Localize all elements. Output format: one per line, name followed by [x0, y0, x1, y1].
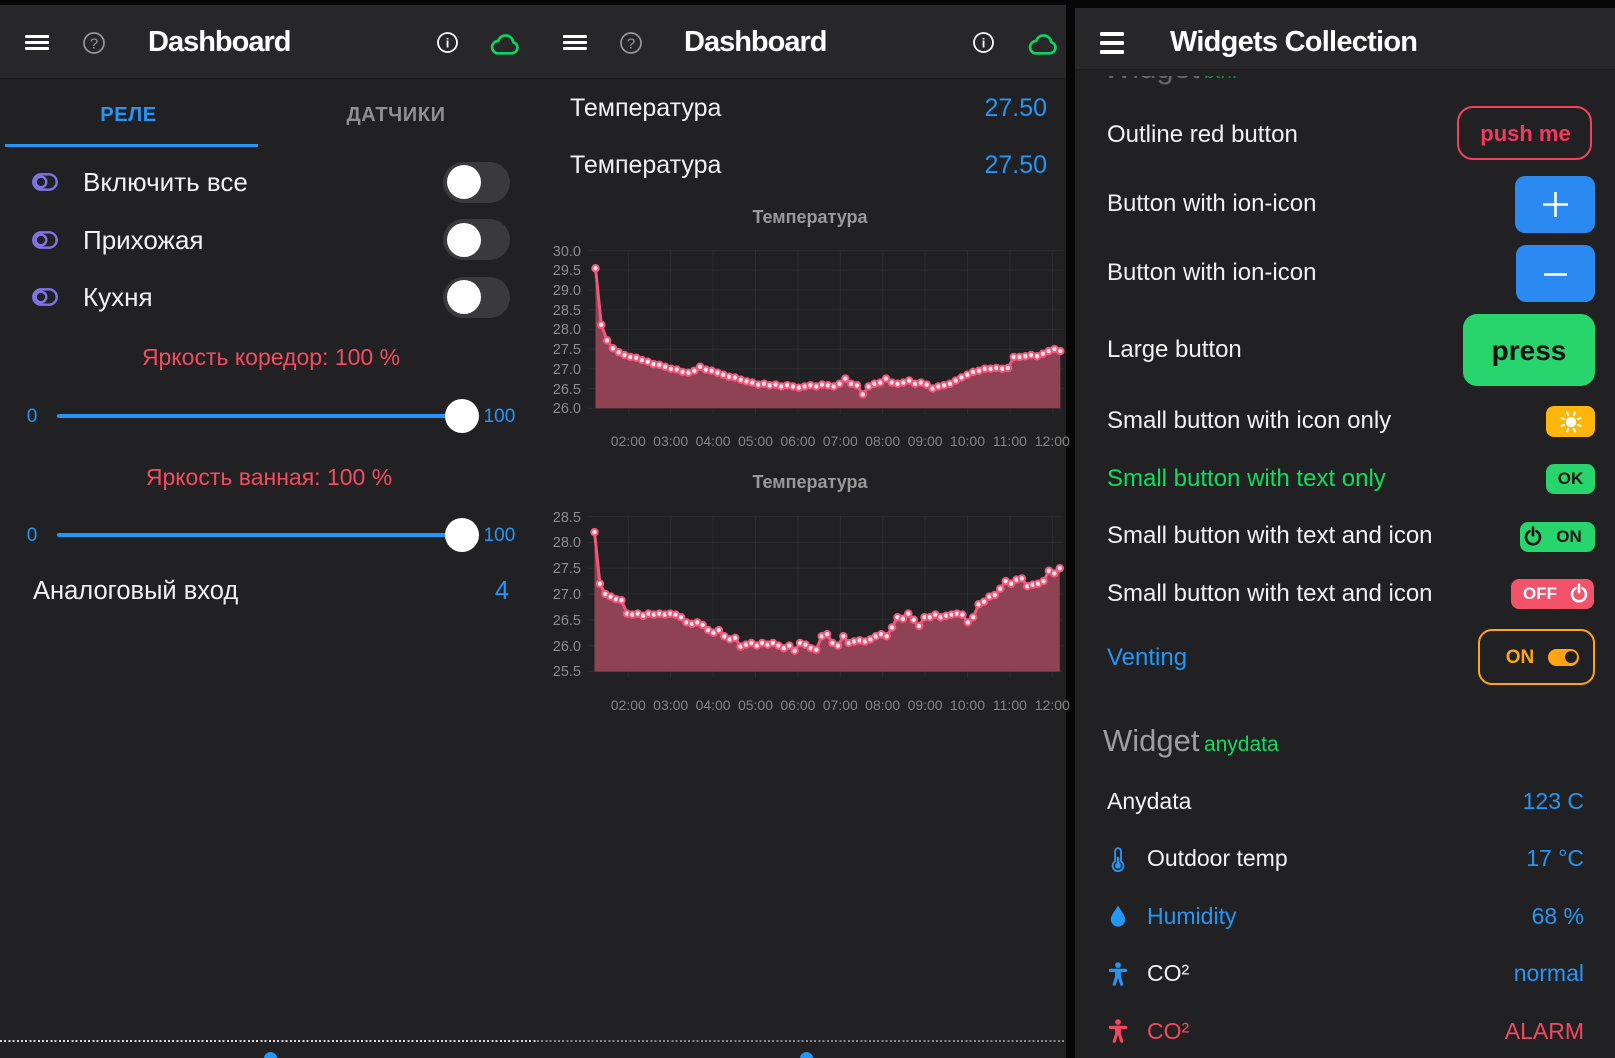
svg-text:26.5: 26.5 — [553, 613, 581, 629]
svg-text:27.5: 27.5 — [553, 342, 581, 358]
svg-text:03:00: 03:00 — [653, 697, 688, 713]
svg-text:02:00: 02:00 — [611, 697, 646, 713]
svg-text:?: ? — [90, 35, 98, 52]
svg-text:28.5: 28.5 — [553, 303, 581, 319]
svg-text:03:00: 03:00 — [653, 433, 688, 449]
svg-text:12:00: 12:00 — [1035, 433, 1070, 449]
svg-text:30.0: 30.0 — [553, 244, 581, 260]
svg-text:27.0: 27.0 — [553, 587, 581, 603]
svg-text:29.0: 29.0 — [553, 283, 581, 299]
svg-text:09:00: 09:00 — [908, 697, 943, 713]
svg-text:27.5: 27.5 — [553, 561, 581, 577]
svg-text:06:00: 06:00 — [780, 697, 815, 713]
svg-text:08:00: 08:00 — [865, 697, 900, 713]
svg-text:26.5: 26.5 — [553, 382, 581, 398]
svg-text:08:00: 08:00 — [865, 433, 900, 449]
svg-text:28.0: 28.0 — [553, 535, 581, 551]
svg-text:i: i — [982, 35, 986, 50]
svg-text:11:00: 11:00 — [993, 697, 1027, 713]
svg-text:28.0: 28.0 — [553, 322, 581, 338]
svg-text:25.5: 25.5 — [553, 664, 581, 680]
svg-text:07:00: 07:00 — [823, 433, 858, 449]
svg-text:09:00: 09:00 — [908, 433, 943, 449]
svg-text:?: ? — [627, 35, 635, 52]
svg-text:05:00: 05:00 — [738, 697, 773, 713]
svg-text:04:00: 04:00 — [696, 697, 731, 713]
svg-text:26.0: 26.0 — [553, 401, 581, 417]
svg-text:i: i — [446, 35, 450, 50]
svg-text:11:00: 11:00 — [993, 433, 1027, 449]
svg-text:12:00: 12:00 — [1035, 697, 1070, 713]
svg-text:05:00: 05:00 — [738, 433, 773, 449]
svg-text:10:00: 10:00 — [950, 697, 985, 713]
svg-text:27.0: 27.0 — [553, 362, 581, 378]
svg-text:29.5: 29.5 — [553, 263, 581, 279]
svg-text:06:00: 06:00 — [780, 433, 815, 449]
svg-text:04:00: 04:00 — [696, 433, 731, 449]
svg-text:10:00: 10:00 — [950, 433, 985, 449]
svg-text:07:00: 07:00 — [823, 697, 858, 713]
svg-text:02:00: 02:00 — [611, 433, 646, 449]
svg-text:26.0: 26.0 — [553, 639, 581, 655]
svg-text:28.5: 28.5 — [553, 510, 581, 526]
